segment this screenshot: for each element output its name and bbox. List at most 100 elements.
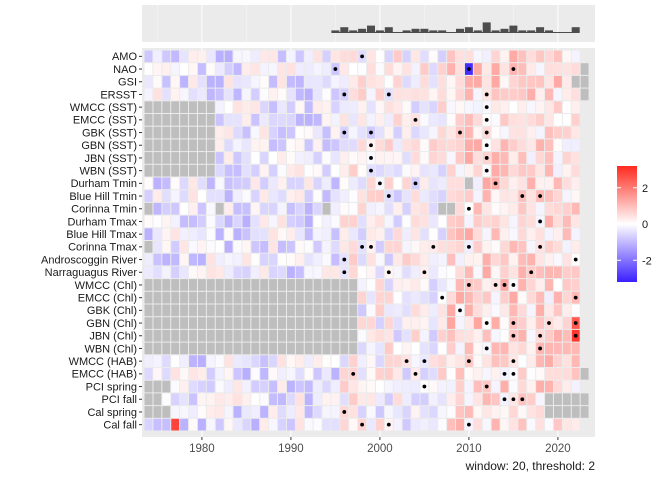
heatmap-cell	[545, 241, 553, 253]
heatmap-cell	[491, 241, 500, 253]
heatmap-cell	[464, 190, 473, 202]
heatmap-cell	[553, 291, 562, 304]
change-point	[342, 130, 347, 135]
heatmap-cell	[500, 253, 509, 266]
heatmap-cell	[215, 291, 224, 304]
heatmap-cell	[491, 190, 500, 202]
heatmap-cell	[295, 393, 304, 406]
heatmap-cell	[286, 241, 295, 253]
heatmap-cell	[384, 164, 393, 177]
heatmap-cell	[473, 380, 482, 393]
heatmap-cell	[429, 406, 438, 418]
heatmap-cell	[358, 164, 367, 177]
heatmap-cell	[224, 101, 233, 113]
heatmap-cell	[571, 63, 580, 75]
heatmap-cell	[411, 164, 420, 177]
heatmap-cell	[215, 152, 224, 164]
heatmap-cell	[367, 368, 375, 380]
heatmap-cell	[420, 317, 429, 329]
heatmap-cell	[331, 152, 340, 164]
heatmap-cell	[180, 50, 189, 63]
heatmap-cell	[375, 75, 384, 88]
y-tick-label: GBN (SST)	[81, 140, 137, 152]
heatmap-cell	[411, 88, 420, 101]
heatmap-cell	[260, 380, 269, 393]
heatmap-cell	[429, 291, 438, 304]
heatmap-cell	[545, 177, 553, 190]
heatmap-cell	[358, 202, 367, 215]
heatmap-cell	[375, 406, 384, 418]
heatmap-cell	[500, 50, 509, 63]
heatmap-cell	[420, 393, 429, 406]
heatmap-cell	[411, 228, 420, 240]
heatmap-cell	[571, 304, 580, 317]
heatmap-cell	[349, 177, 358, 190]
heatmap-cell	[429, 304, 438, 317]
heatmap-cell	[224, 164, 233, 177]
heatmap-cell	[473, 215, 482, 228]
heatmap-cell	[233, 88, 242, 101]
heatmap-cell	[340, 241, 349, 253]
heatmap-cell	[447, 88, 456, 101]
heatmap-cell	[518, 126, 527, 139]
heatmap-cell	[206, 88, 215, 101]
heatmap-cell	[375, 291, 384, 304]
heatmap-cell	[420, 241, 429, 253]
heatmap-cell	[367, 418, 375, 431]
heatmap-cell	[580, 88, 589, 101]
heatmap-cell	[411, 329, 420, 342]
heatmap-cell	[375, 202, 384, 215]
heatmap-cell	[420, 114, 429, 126]
heatmap-cell	[304, 291, 313, 304]
heatmap-cell	[545, 279, 553, 291]
heatmap-cell	[553, 228, 562, 240]
heatmap-cell	[340, 317, 349, 329]
heatmap-cell	[536, 228, 545, 240]
heatmap-cell	[402, 63, 411, 75]
heatmap-cell	[180, 406, 189, 418]
change-point	[413, 117, 418, 122]
heatmap-cell	[553, 279, 562, 291]
heatmap-cell	[562, 139, 571, 152]
y-tick-label: Blue Hill Tmax	[66, 229, 137, 241]
heatmap-cell	[162, 393, 171, 406]
heatmap-cell	[197, 190, 206, 202]
change-point	[538, 244, 542, 249]
heatmap-cell	[153, 190, 162, 202]
heatmap-cell	[420, 139, 429, 152]
heatmap-cell	[233, 177, 242, 190]
heatmap-cell	[331, 342, 340, 355]
heatmap-cell	[375, 393, 384, 406]
heatmap-cell	[429, 418, 438, 431]
heatmap-cell	[358, 291, 367, 304]
heatmap-cell	[367, 406, 375, 418]
heatmap-cell	[518, 329, 527, 342]
heatmap-cell	[438, 101, 447, 113]
heatmap-cell	[491, 215, 500, 228]
change-point	[484, 168, 489, 173]
change-point	[386, 422, 391, 427]
heatmap-cell	[473, 342, 482, 355]
heatmap-cell	[500, 139, 509, 152]
heatmap-cell	[518, 279, 527, 291]
heatmap-cell	[375, 279, 384, 291]
heatmap-cell	[358, 228, 367, 240]
heatmap-cell	[171, 253, 180, 266]
heatmap-cell	[447, 215, 456, 228]
heatmap-cell	[571, 75, 580, 88]
change-point	[467, 422, 471, 427]
heatmap-cell	[482, 291, 491, 304]
heatmap-cell	[180, 329, 189, 342]
heatmap-cell	[189, 152, 197, 164]
heatmap-cell	[144, 63, 153, 75]
heatmap-cell	[153, 114, 162, 126]
heatmap-cell	[215, 190, 224, 202]
heatmap-cell	[527, 304, 536, 317]
heatmap-cell	[429, 75, 438, 88]
heatmap-cell	[500, 63, 509, 75]
heatmap-cell	[349, 126, 358, 139]
heatmap-cell	[571, 393, 580, 406]
heatmap-cell	[242, 355, 251, 367]
heatmap-cell	[482, 202, 491, 215]
heatmap-cell	[473, 88, 482, 101]
